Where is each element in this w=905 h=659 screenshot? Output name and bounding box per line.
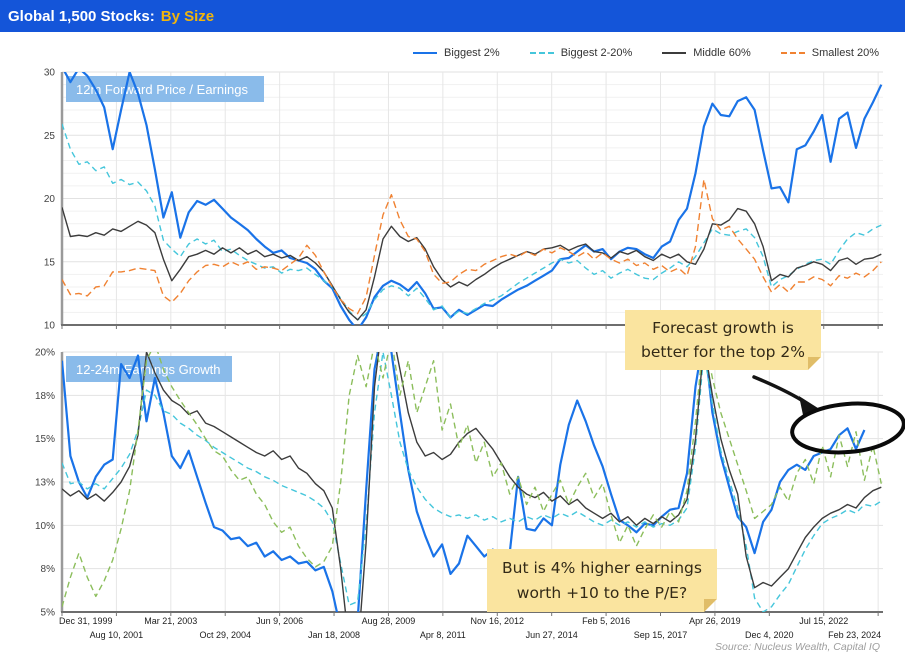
legend-item-smallest-20pct: Smallest 20% <box>780 47 879 59</box>
y-axis-tick-label: 13% <box>35 478 55 489</box>
biggest-2-20pct-line-swatch-icon <box>529 52 554 54</box>
x-axis-date-label: Apr 8, 2011 <box>420 630 466 640</box>
x-axis-date-label: Aug 28, 2009 <box>362 616 416 626</box>
series-line-biggest-2-20- <box>62 123 882 321</box>
x-axis-date-label: Nov 16, 2012 <box>470 616 524 626</box>
legend-item-biggest-2-20pct: Biggest 2-20% <box>529 47 633 59</box>
x-axis-date-label: Dec 31, 1999 <box>59 616 113 626</box>
series-line-biggest-2- <box>62 352 866 612</box>
y-axis-tick-label: 10% <box>35 521 55 532</box>
y-axis-tick-label: 18% <box>35 391 55 402</box>
x-axis-date-label: Aug 10, 2001 <box>90 630 144 640</box>
page-title: Global 1,500 Stocks: <box>8 7 155 25</box>
series-line-smallest-20- <box>62 178 882 315</box>
chart-panel-0: 30 25 20 15 10 12m Forward Price / Earnings <box>44 68 883 332</box>
annotation-text: better for the top 2% <box>641 343 805 361</box>
y-axis-tick-label: 20% <box>35 348 55 359</box>
annotation-note-forecast-growth: Forecast growth is better for the top 2% <box>625 310 821 370</box>
legend-item-biggest-2pct: Biggest 2% <box>413 47 500 59</box>
series-line-middle-60- <box>62 207 882 321</box>
y-axis-tick-label: 20 <box>44 194 56 205</box>
chart-title: 12-24m Earnings Growth <box>76 362 221 377</box>
page-subtitle: By Size <box>160 7 215 25</box>
legend: Biggest 2% Biggest 2-20% Middle 60% Smal… <box>413 47 879 59</box>
source-credit: Source: Nucleus Wealth, Capital IQ <box>715 641 880 653</box>
series-group <box>62 72 883 325</box>
annotation-text: But is 4% higher earnings <box>502 559 702 578</box>
x-axis-date-label: Feb 5, 2016 <box>582 616 630 626</box>
x-axis-date-label: Mar 21, 2003 <box>144 616 197 626</box>
legend-label: Smallest 20% <box>811 47 879 59</box>
x-axis-date-label: Dec 4, 2020 <box>745 630 794 640</box>
series-line-middle-60- <box>62 352 882 612</box>
legend-label: Biggest 2-20% <box>560 47 633 59</box>
annotation-text: Forecast growth is <box>652 318 794 337</box>
title-bar: Global 1,500 Stocks: By Size <box>0 0 905 32</box>
series-line-biggest-2- <box>63 72 883 325</box>
series-line-biggest-2-20- <box>62 352 882 612</box>
y-axis-tick-label: 15 <box>44 257 56 268</box>
smallest-20pct-line-swatch-icon <box>780 52 805 54</box>
x-axis-date-label: Jan 18, 2008 <box>308 630 360 640</box>
chart-title: 12m Forward Price / Earnings <box>76 82 248 97</box>
legend-label: Middle 60% <box>693 47 751 59</box>
x-axis-date-label: Sep 15, 2017 <box>634 630 688 640</box>
y-axis-tick-label: 5% <box>41 608 56 619</box>
y-axis-tick-label: 10 <box>44 321 56 332</box>
biggest-2pct-line-swatch-icon <box>413 52 438 54</box>
y-axis-tick-label: 8% <box>41 564 56 575</box>
x-axis-date-label: Oct 29, 2004 <box>199 630 251 640</box>
x-axis-date-label: Jul 15, 2022 <box>799 616 848 626</box>
x-axis-date-label: Feb 23, 2024 <box>828 630 881 640</box>
series-group <box>62 352 882 612</box>
legend-label: Biggest 2% <box>444 47 500 59</box>
x-axis-date-label: Jun 9, 2006 <box>256 616 303 626</box>
annotation-note-earnings-vs-pe: But is 4% higher earnings worth +10 to t… <box>487 549 717 612</box>
legend-item-middle-60pct: Middle 60% <box>662 47 751 59</box>
x-axis-date-label: Apr 26, 2019 <box>689 616 741 626</box>
annotation-text: worth +10 to the P/E? <box>516 583 688 602</box>
y-axis-tick-label: 30 <box>44 68 56 79</box>
middle-60pct-line-swatch-icon <box>662 52 687 54</box>
y-axis-tick-label: 25 <box>44 131 56 142</box>
chart-title-box <box>66 356 232 382</box>
x-axis-date-label: Jun 27, 2014 <box>526 630 578 640</box>
y-axis-tick-label: 15% <box>35 434 55 445</box>
